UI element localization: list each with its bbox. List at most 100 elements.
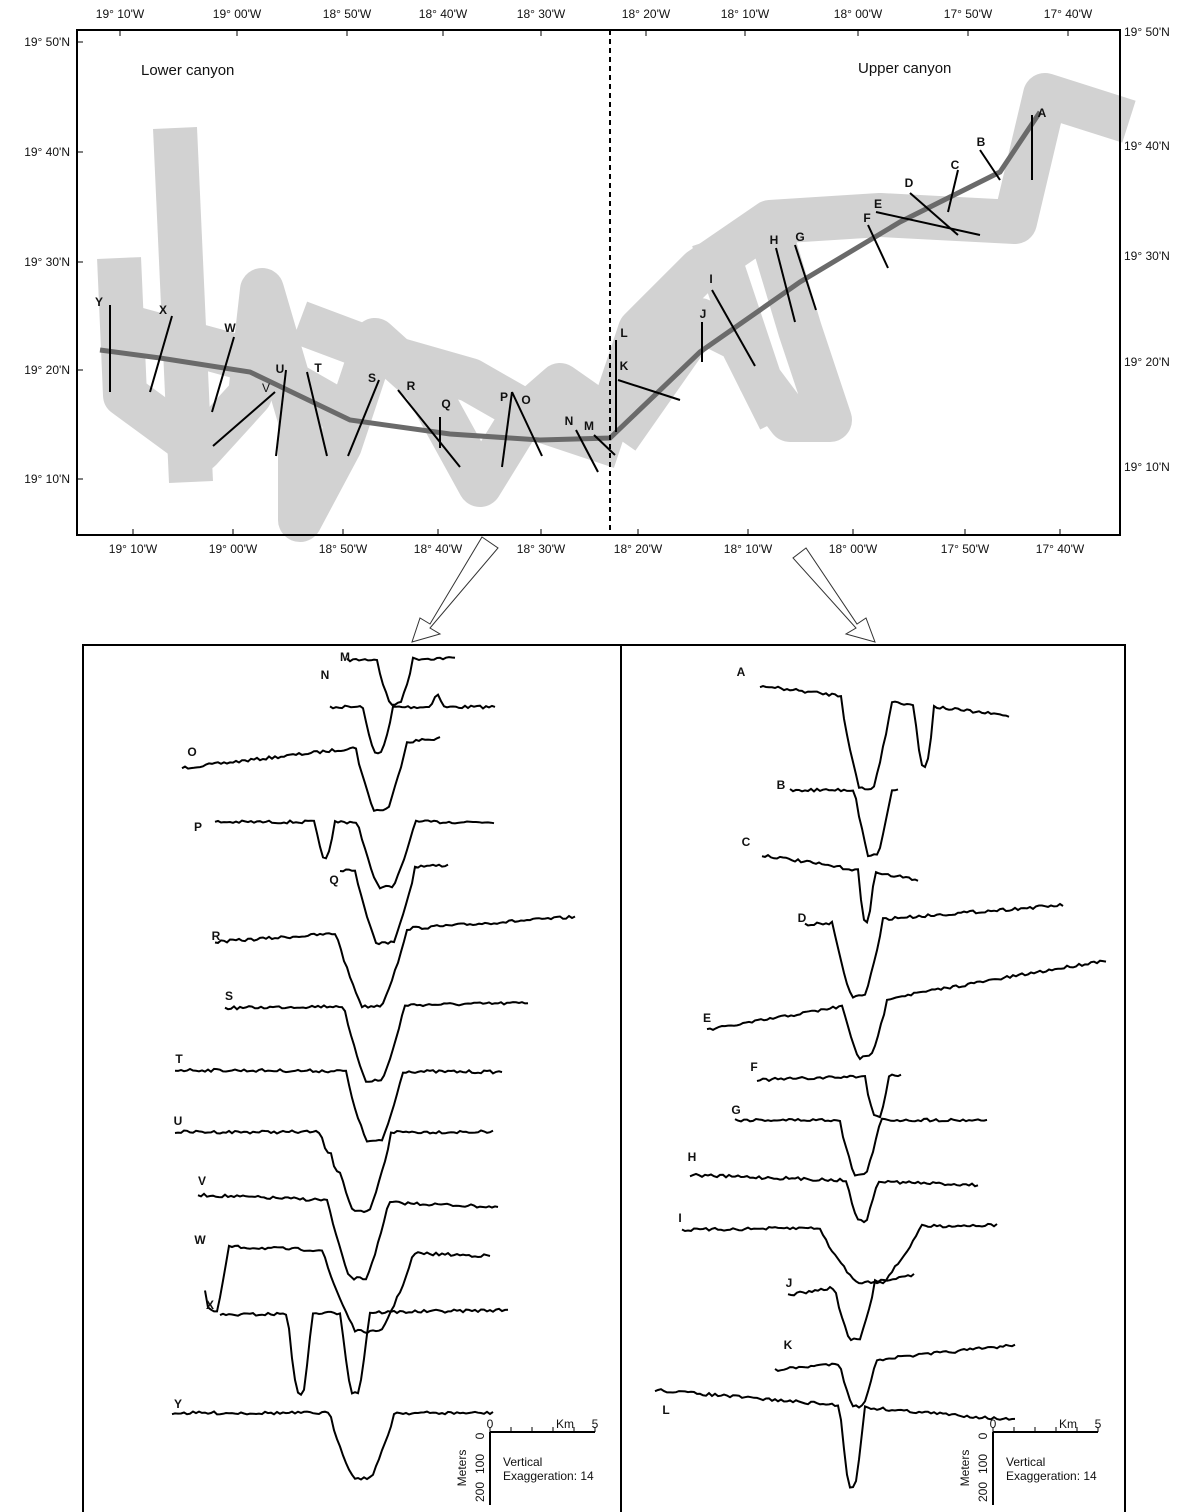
- section-label: D: [905, 176, 914, 190]
- lon-label: 18° 10'W: [724, 542, 773, 556]
- profile: [757, 1075, 901, 1118]
- scale-label: Vertical: [1006, 1455, 1045, 1469]
- section-label: E: [874, 197, 882, 211]
- lat-label: 19° 20'N: [1124, 355, 1170, 369]
- profile-label: G: [731, 1103, 740, 1117]
- section-label: T: [314, 361, 322, 375]
- lon-label: 17° 50'W: [944, 7, 993, 21]
- lat-label: 19° 10'N: [1124, 460, 1170, 474]
- profile: [805, 904, 1063, 998]
- scale-label: Vertical: [503, 1455, 542, 1469]
- region-label: Upper canyon: [858, 60, 951, 77]
- profile-label: J: [786, 1276, 793, 1290]
- profile-label: X: [206, 1298, 214, 1312]
- scale-label: Exaggeration: 14: [503, 1469, 594, 1483]
- section-label: N: [565, 414, 574, 428]
- section-label: Y: [95, 295, 103, 309]
- lon-label: 18° 30'W: [517, 542, 566, 556]
- profile-frame: [83, 645, 1125, 1512]
- scale-label: 0: [976, 1432, 990, 1439]
- profile-label: E: [703, 1011, 711, 1025]
- section-label: X: [159, 303, 167, 317]
- scale-label: 200: [473, 1482, 487, 1502]
- profile-label: Y: [174, 1397, 182, 1411]
- profile-label: Q: [329, 873, 338, 887]
- profile-label: D: [798, 911, 807, 925]
- profile-label: V: [198, 1174, 206, 1188]
- lon-label: 18° 00'W: [834, 7, 883, 21]
- figure: MNOPQRSTUVWXYABCDEFGHIJKL 19° 10'W19° 00…: [0, 0, 1186, 1512]
- lon-label: 17° 40'W: [1044, 7, 1093, 21]
- scale-label: 0: [990, 1417, 997, 1431]
- region-label: Lower canyon: [141, 62, 234, 79]
- lon-label: 19° 00'W: [209, 542, 258, 556]
- profile-label: W: [194, 1233, 206, 1247]
- lat-label: 19° 50'N: [24, 35, 70, 49]
- lat-label: 19° 30'N: [1124, 249, 1170, 263]
- section-label: K: [620, 359, 629, 373]
- section-label: H: [770, 233, 779, 247]
- profile: [735, 1119, 987, 1176]
- section-label: V: [262, 381, 270, 395]
- scale-label: 0: [473, 1432, 487, 1439]
- arrow: [793, 548, 875, 642]
- lat-label: 19° 40'N: [24, 145, 70, 159]
- profile: [790, 789, 898, 856]
- lon-label: 18° 50'W: [319, 542, 368, 556]
- profile-label: P: [194, 820, 202, 834]
- profile: [175, 1131, 493, 1213]
- section-label: J: [700, 307, 707, 321]
- scale-label: 200: [976, 1482, 990, 1502]
- section-label: Q: [441, 397, 450, 411]
- profile: [762, 855, 918, 922]
- section-label: O: [521, 393, 530, 407]
- section-label: W: [224, 321, 236, 335]
- lat-label: 19° 30'N: [24, 255, 70, 269]
- section-label: I: [709, 272, 712, 286]
- profile: [175, 1069, 502, 1142]
- lat-label: 19° 50'N: [1124, 25, 1170, 39]
- scale-label: 100: [976, 1454, 990, 1474]
- profile-label: A: [737, 665, 746, 679]
- lon-label: 18° 30'W: [517, 7, 566, 21]
- profile: [182, 737, 440, 811]
- lon-label: 17° 40'W: [1036, 542, 1085, 556]
- profile-label: S: [225, 989, 233, 1003]
- profile: [198, 1194, 498, 1280]
- profile: [340, 865, 448, 945]
- section-label: F: [863, 211, 870, 225]
- scale-label: Meters: [958, 1450, 972, 1487]
- profile-label: H: [688, 1150, 697, 1164]
- bathymetry-swath: [120, 95, 1108, 520]
- profile: [682, 1224, 997, 1284]
- section-label: U: [276, 362, 285, 376]
- profile-label: M: [340, 650, 350, 664]
- profile-label: R: [212, 929, 221, 943]
- lon-label: 18° 10'W: [721, 7, 770, 21]
- lon-label: 18° 20'W: [622, 7, 671, 21]
- profile: [172, 1412, 493, 1480]
- section-label: G: [795, 230, 804, 244]
- lon-label: 18° 40'W: [419, 7, 468, 21]
- lat-label: 19° 10'N: [24, 472, 70, 486]
- section-label: L: [620, 326, 627, 340]
- profile: [220, 1309, 508, 1395]
- section-label: P: [500, 390, 508, 404]
- section-label: A: [1038, 106, 1047, 120]
- profile-label: C: [742, 835, 751, 849]
- lon-label: 18° 50'W: [323, 7, 372, 21]
- scale-label: 5: [1095, 1417, 1102, 1431]
- section-label: M: [584, 419, 594, 433]
- profile-label: L: [662, 1403, 669, 1417]
- profile-label: U: [174, 1114, 183, 1128]
- lon-label: 18° 20'W: [614, 542, 663, 556]
- profile: [330, 695, 495, 754]
- profile: [707, 961, 1106, 1059]
- profile-label: O: [187, 745, 196, 759]
- profile-label: N: [321, 668, 330, 682]
- profile-label: T: [175, 1052, 183, 1066]
- profile: [690, 1174, 978, 1222]
- lon-label: 18° 40'W: [414, 542, 463, 556]
- profile: [225, 1002, 528, 1082]
